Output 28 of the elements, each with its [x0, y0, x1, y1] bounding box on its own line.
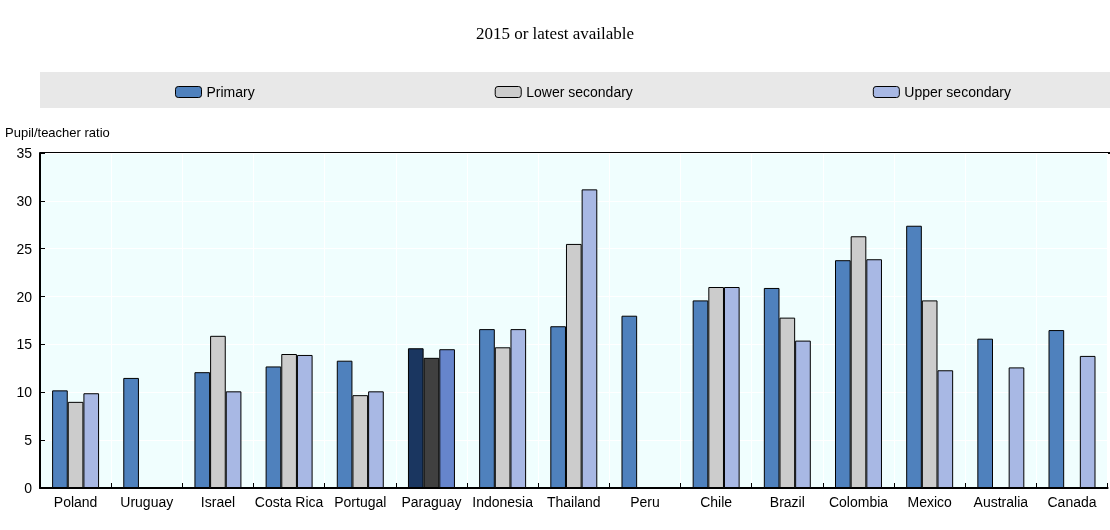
x-tick-label: Indonesia	[472, 494, 534, 510]
x-tick-label: Uruguay	[120, 494, 174, 510]
y-tick-label: 15	[16, 336, 33, 353]
x-tick-label: Chile	[700, 494, 733, 510]
x-tick-label: Portugal	[334, 494, 387, 510]
x-tick-label: Australia	[973, 494, 1029, 510]
legend-label: Lower secondary	[526, 84, 633, 100]
y-tick-label: 5	[24, 432, 33, 449]
x-tick-label: Costa Rica	[254, 494, 324, 510]
y-tick-label: 0	[24, 480, 33, 496]
y-tick-label: 25	[16, 240, 33, 257]
legend-label: Upper secondary	[904, 84, 1011, 100]
x-tick-label: Colombia	[828, 494, 889, 510]
y-axis-title: Pupil/teacher ratio	[5, 125, 110, 140]
x-tick-label: Thailand	[546, 494, 601, 510]
y-tick-label: 30	[16, 192, 33, 209]
legend-label: Primary	[206, 84, 255, 100]
y-tick-label: 10	[16, 384, 33, 401]
x-tick-label: Peru	[630, 494, 660, 510]
x-tick-label: Paraguay	[401, 494, 462, 510]
chart-title: 2015 or latest available	[475, 24, 635, 43]
x-tick-label: Mexico	[907, 494, 953, 510]
x-tick-label: Brazil	[769, 494, 805, 510]
x-tick-label: Canada	[1047, 494, 1097, 510]
x-tick-label: Poland	[53, 494, 98, 510]
x-tick-label: Israel	[200, 494, 236, 510]
y-tick-label: 20	[16, 288, 33, 305]
y-tick-label: 35	[16, 145, 33, 161]
